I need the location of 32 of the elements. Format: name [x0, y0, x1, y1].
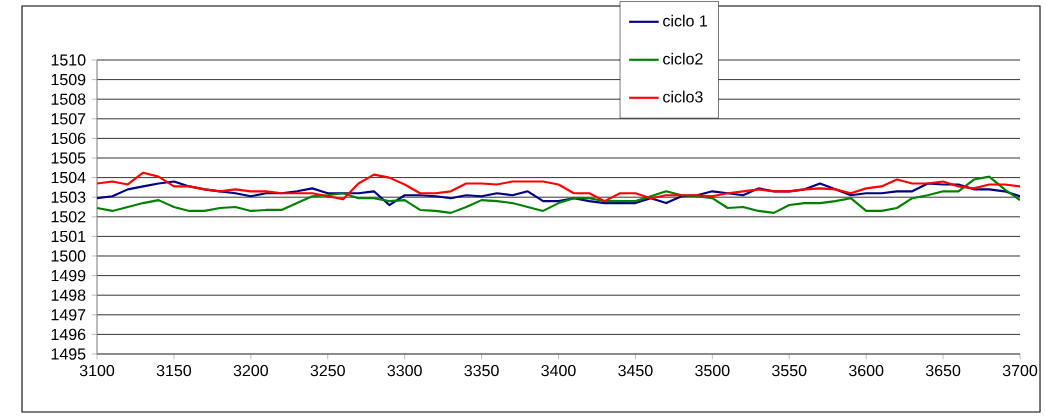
y-tick-label: 1496	[51, 328, 86, 341]
x-tick-label: 3300	[387, 364, 422, 377]
y-tick-label: 1495	[51, 348, 86, 360]
x-tick-label: 3400	[541, 364, 576, 377]
x-tick-label: 3500	[695, 364, 730, 377]
x-tick-label: 3100	[79, 364, 115, 377]
x-tick-label: 3450	[618, 364, 653, 377]
x-tick-label: 3150	[156, 364, 192, 377]
y-tick-label: 1501	[51, 230, 86, 243]
y-tick-label: 1508	[51, 93, 86, 105]
x-tick-label: 3600	[848, 364, 884, 377]
y-tick-label: 1497	[51, 309, 86, 321]
x-tick-label: 3250	[310, 364, 345, 377]
y-tick-label: 1506	[51, 132, 86, 145]
y-tick-label: 1509	[51, 73, 86, 86]
y-tick-label: 1504	[51, 171, 86, 184]
legend-label: ciclo 1	[663, 14, 707, 27]
x-tick-label: 3200	[233, 364, 269, 377]
legend-label: ciclo2	[663, 52, 703, 65]
y-tick-label: 1505	[51, 152, 86, 164]
x-tick-label: 3700	[1002, 364, 1038, 377]
x-tick-label: 3350	[464, 364, 499, 377]
x-tick-label: 3550	[772, 364, 807, 377]
y-tick-label: 1503	[51, 191, 86, 203]
x-tick-label: 3650	[925, 364, 961, 377]
y-tick-label: 1498	[51, 289, 86, 301]
y-tick-label: 1510	[51, 54, 86, 66]
y-tick-label: 1502	[51, 211, 86, 223]
y-tick-label: 1507	[51, 113, 86, 125]
y-tick-label: 1500	[51, 250, 86, 262]
legend-label: ciclo3	[663, 90, 703, 103]
y-tick-label: 1499	[51, 269, 86, 282]
